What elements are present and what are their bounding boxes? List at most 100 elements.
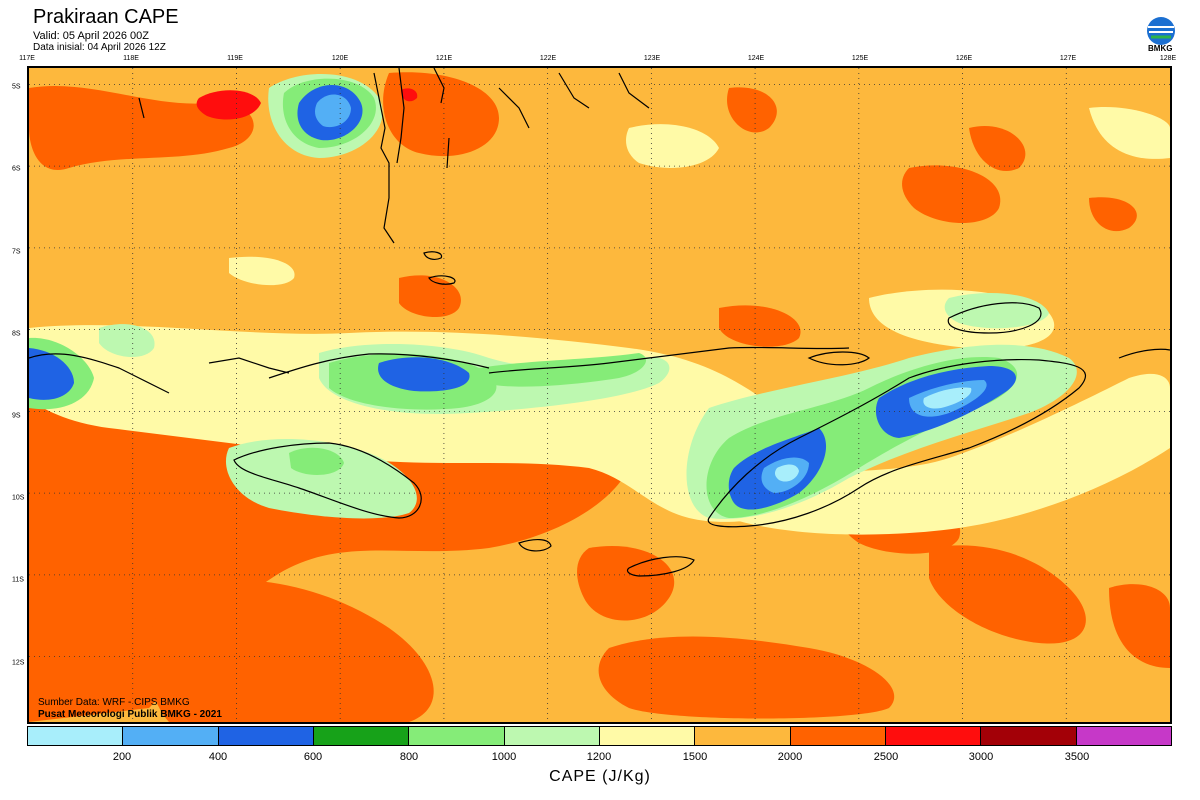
colorbar-segment bbox=[981, 727, 1077, 745]
colorbar-tick: 1200 bbox=[586, 751, 612, 763]
coastline-sulawesi-south bbox=[373, 68, 405, 244]
green-patch bbox=[289, 447, 344, 475]
coastline-buton bbox=[433, 68, 450, 169]
lon-label: 119E bbox=[227, 55, 243, 62]
red-patch bbox=[196, 90, 261, 120]
publisher-text: Pusat Meteorologi Publik BMKG - 2021 bbox=[38, 709, 222, 720]
colorbar-segment bbox=[885, 727, 982, 745]
lat-label: 10S bbox=[12, 494, 25, 502]
lon-label: 128E bbox=[1159, 55, 1177, 62]
colorbar-tick: 2500 bbox=[873, 751, 899, 763]
cape-map-canvas bbox=[29, 68, 1170, 722]
lon-label: 125E bbox=[851, 55, 869, 62]
logo-text: BMKG bbox=[1148, 44, 1173, 53]
lat-label: 12S bbox=[12, 659, 25, 667]
lightgreen-patch bbox=[225, 438, 417, 519]
yellow-band bbox=[1089, 107, 1170, 159]
colorbar-segment bbox=[409, 727, 505, 745]
cape-map[interactable] bbox=[27, 66, 1172, 724]
midblue-core bbox=[315, 94, 351, 128]
orange-patch bbox=[902, 165, 1001, 223]
colorbar-tick: 1500 bbox=[682, 751, 708, 763]
lon-label: 127E bbox=[1059, 55, 1077, 62]
orange-patch bbox=[929, 545, 1086, 644]
bmkg-logo-icon bbox=[1147, 17, 1175, 45]
colorbar-segment bbox=[790, 727, 886, 745]
coastline-kalao bbox=[423, 251, 456, 285]
colorbar-tick: 800 bbox=[399, 751, 419, 763]
lat-label: 6S bbox=[12, 165, 21, 173]
valid-time: Valid: 05 April 2026 00Z bbox=[33, 30, 149, 42]
green-patch bbox=[479, 353, 647, 387]
coastline-wetar bbox=[947, 302, 1042, 334]
red-patch bbox=[401, 88, 418, 102]
cape-0-400-regions bbox=[315, 94, 987, 493]
cyan-core bbox=[923, 387, 972, 409]
colorbar-segment bbox=[313, 727, 410, 745]
coastline-rote bbox=[518, 539, 552, 552]
lon-label: 121E bbox=[435, 55, 453, 62]
coastline-sulawesi-small bbox=[138, 72, 650, 129]
cyan-core bbox=[774, 464, 799, 482]
lat-label: 11S bbox=[12, 576, 24, 584]
colorbar-tick: 2000 bbox=[777, 751, 803, 763]
colorbar-tick: 400 bbox=[208, 751, 228, 763]
yellow-band bbox=[729, 373, 1170, 535]
colorbar-tick: 600 bbox=[303, 751, 323, 763]
blue-patch bbox=[378, 357, 470, 392]
lat-label: 9S bbox=[12, 412, 21, 420]
colorbar-segment bbox=[218, 727, 314, 745]
blue-patch bbox=[29, 348, 74, 400]
colorbar-tick: 200 bbox=[112, 751, 132, 763]
colorbar-segment bbox=[123, 727, 219, 745]
cape-colorbar bbox=[27, 726, 1172, 746]
orange-patch bbox=[727, 87, 777, 133]
orange-patch bbox=[577, 546, 675, 621]
map-credits: Sumber Data: WRF - CIPS BMKG Pusat Meteo… bbox=[38, 697, 222, 721]
lon-label: 120E bbox=[331, 55, 349, 62]
lat-label: 5S bbox=[12, 83, 21, 91]
coastline-wetar-east bbox=[1118, 348, 1170, 359]
orange-patch bbox=[719, 305, 801, 347]
colorbar-segment bbox=[1076, 727, 1171, 745]
cape-2500-3000-regions bbox=[196, 88, 418, 120]
orange-patch bbox=[969, 126, 1026, 172]
coastline-flores bbox=[488, 346, 850, 374]
yellow-band bbox=[626, 124, 719, 168]
coastline-sawu bbox=[626, 556, 695, 577]
colorbar-segment bbox=[504, 727, 600, 745]
colorbar-segment bbox=[599, 727, 696, 745]
lightgreen-patch bbox=[99, 324, 155, 358]
orange-patch bbox=[399, 275, 461, 318]
coastline-timor bbox=[707, 358, 1086, 528]
colorbar-tick: 3000 bbox=[968, 751, 994, 763]
lon-label: 124E bbox=[747, 55, 765, 62]
init-time: Data inisial: 04 April 2026 12Z bbox=[33, 42, 166, 53]
data-source-text: Sumber Data: WRF - CIPS BMKG bbox=[38, 697, 190, 708]
lon-label: 117E bbox=[19, 55, 35, 62]
coastline-alor bbox=[807, 351, 870, 366]
lat-label: 7S bbox=[12, 248, 21, 256]
colorbar-label: CAPE (J/Kg) bbox=[549, 768, 651, 785]
colorbar-tick: 3500 bbox=[1064, 751, 1090, 763]
colorbar-segment bbox=[28, 727, 124, 745]
map-title: Prakiraan CAPE bbox=[33, 6, 179, 28]
orange-patch bbox=[1089, 197, 1137, 232]
yellow-band bbox=[229, 256, 295, 286]
lon-label: 126E bbox=[955, 55, 973, 62]
lon-label: 118E bbox=[123, 55, 139, 62]
lat-lon-grid bbox=[29, 68, 1170, 722]
lat-label: 8S bbox=[12, 330, 21, 338]
coastline-sumba bbox=[233, 442, 422, 519]
lightgreen-patch bbox=[944, 293, 1049, 329]
lon-label: 123E bbox=[643, 55, 661, 62]
colorbar-tick: 1000 bbox=[491, 751, 517, 763]
coastline-sumbawa bbox=[268, 353, 490, 379]
coastline-lombok-bali bbox=[29, 353, 290, 394]
lon-label: 122E bbox=[539, 55, 557, 62]
colorbar-segment bbox=[695, 727, 791, 745]
orange-patch bbox=[1109, 584, 1170, 668]
orange-patch bbox=[147, 580, 434, 722]
orange-patch bbox=[598, 636, 895, 719]
coastlines bbox=[29, 68, 1170, 577]
